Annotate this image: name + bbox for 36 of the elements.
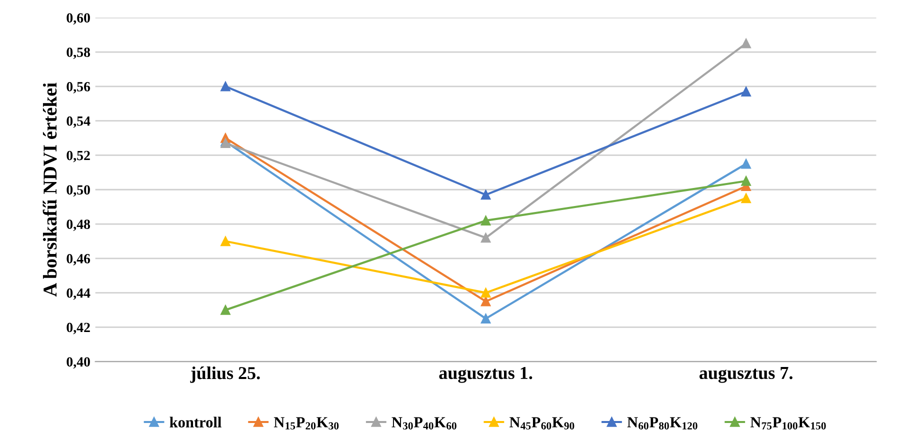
point [480, 288, 491, 298]
y-tick-label: 0,44 [66, 288, 90, 300]
point [741, 38, 751, 48]
point [480, 314, 491, 324]
y-tick-label: 0,46 [66, 254, 90, 266]
point [480, 216, 491, 226]
x-tick-label: augusztus 1. [439, 366, 532, 383]
y-tick-label: 0,60 [66, 13, 90, 25]
legend-label: N$_{45}$P$_{60}$K$_{90}$ [510, 417, 574, 430]
point [480, 190, 491, 200]
legend-label: N$_{30}$P$_{40}$K$_{60}$ [392, 417, 456, 430]
point [741, 193, 751, 204]
point [741, 176, 751, 186]
point [220, 236, 230, 246]
x-tick-label: július 25. [190, 366, 260, 383]
y-axis-title: A borsikafű NDVI értékei [42, 82, 57, 297]
y-tick-label: 0,40 [66, 357, 90, 369]
point [741, 86, 751, 96]
y-tick-label: 0,56 [66, 82, 90, 94]
point [220, 138, 230, 148]
y-tick-label: 0,42 [66, 322, 90, 334]
point [480, 232, 491, 243]
y-tick-label: 0,50 [66, 185, 90, 197]
point [480, 296, 491, 306]
legend-label: N$_{15}$P$_{20}$K$_{30}$ [274, 417, 339, 430]
y-tick-label: 0,54 [66, 116, 90, 128]
y-tick-label: 0,58 [66, 48, 90, 60]
legend-label: N$_{75}$P$_{100}$K$_{150}$ [750, 417, 826, 430]
point [220, 305, 230, 315]
legend-label: kontroll [170, 416, 222, 428]
x-tick-label: augusztus 7. [699, 367, 792, 383]
y-tick-label: 0,48 [66, 220, 90, 231]
point [220, 82, 230, 92]
point [741, 158, 751, 169]
y-tick-label: 0,52 [66, 150, 90, 162]
legend-label: N$_{60}$P$_{80}$K$_{120}$ [627, 417, 698, 430]
